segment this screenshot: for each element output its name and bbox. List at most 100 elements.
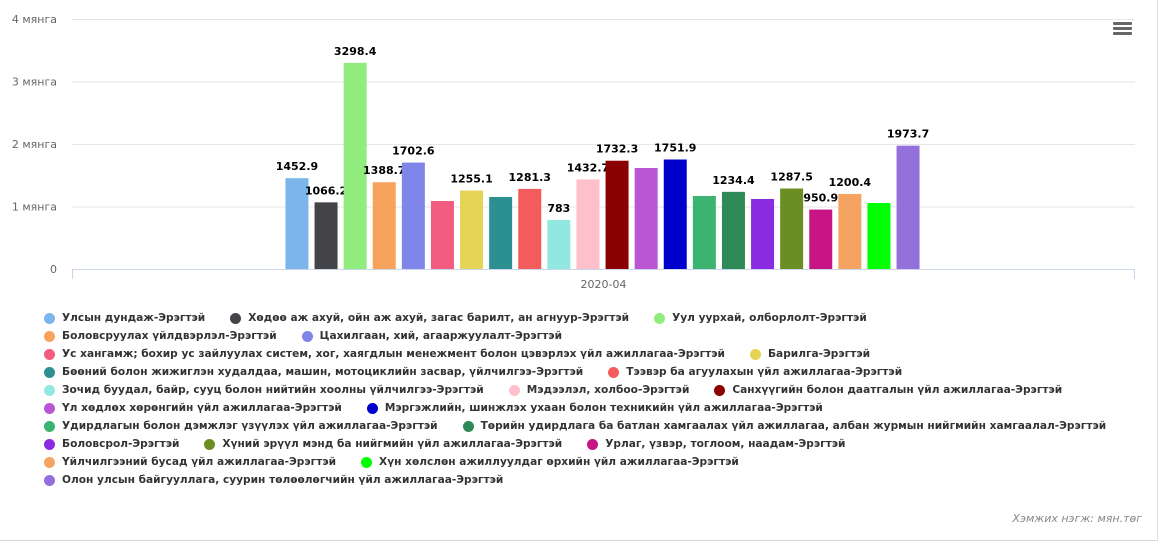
legend-item[interactable]: Боловсруулах үйлдвэрлэл-Эрэгтэй <box>40 330 277 342</box>
data-label: 3298.4 <box>334 45 377 58</box>
bar[interactable] <box>518 188 542 269</box>
legend-label: Санхүүгийн болон даатгалын үйл ажиллагаа… <box>732 384 1063 396</box>
legend-label: Зочид буудал, байр, сууц болон нийтийн х… <box>62 384 484 396</box>
data-label: 950.9 <box>803 192 838 205</box>
bar[interactable] <box>285 178 309 269</box>
legend: Улсын дундаж-Эрэгтэй Хөдөө аж ахуй, ойн а… <box>40 309 1127 489</box>
legend-label: Төрийн удирдлага ба батлан хамгаалах үйл… <box>480 420 1107 432</box>
bar[interactable] <box>372 182 396 269</box>
bar[interactable] <box>605 160 629 269</box>
legend-item[interactable]: Санхүүгийн болон даатгалын үйл ажиллагаа… <box>710 384 1062 396</box>
legend-item[interactable]: Олон улсын байгууллага, суурин төлөөлөгч… <box>40 474 503 486</box>
legend-row: Үйлчилгээний бусад үйл ажиллагаа-Эрэгтэй… <box>40 453 1127 471</box>
legend-marker-icon <box>44 330 55 342</box>
bar[interactable] <box>634 168 658 269</box>
legend-item[interactable]: Мэргэжлийн, шинжлэх ухаан болон техникий… <box>363 402 823 414</box>
legend-marker-icon <box>44 384 55 396</box>
legend-row: Зочид буудал, байр, сууц болон нийтийн х… <box>40 381 1127 399</box>
legend-label: Ус хангамж; бохир ус зайлуулах систем, х… <box>62 348 725 360</box>
bar[interactable] <box>314 202 338 269</box>
legend-marker-icon <box>749 348 761 360</box>
legend-label: Удирдлагын болон дэмжлэг үзүүлэх үйл ажи… <box>62 420 438 432</box>
data-label: 1432.7 <box>567 161 609 174</box>
legend-row: Боловсруулах үйлдвэрлэл-Эрэгтэй Цахилгаан… <box>40 327 1127 345</box>
bar[interactable] <box>809 209 833 269</box>
legend-marker-icon <box>44 312 55 324</box>
legend-marker-icon <box>44 366 55 378</box>
legend-marker-icon <box>44 438 55 450</box>
data-label: 1751.9 <box>654 142 696 155</box>
legend-label: Боловсрол-Эрэгтэй <box>62 438 180 450</box>
bar[interactable] <box>751 199 775 269</box>
legend-marker-icon <box>366 402 378 414</box>
legend-item[interactable]: Уул уурхай, олборлолт-Эрэгтэй <box>650 312 867 324</box>
data-label: 1281.3 <box>509 171 551 184</box>
legend-marker-icon <box>587 438 599 450</box>
legend-item[interactable]: Зочид буудал, байр, сууц болон нийтийн х… <box>40 384 484 396</box>
legend-item[interactable]: Мэдээлэл, холбоо-Эрэгтэй <box>505 384 690 396</box>
y-tick-label: 2 мянга <box>12 138 57 151</box>
legend-item[interactable]: Үл хөдлөх хөрөнгийн үйл ажиллагаа-Эрэгтэ… <box>40 402 342 414</box>
legend-label: Боловсруулах үйлдвэрлэл-Эрэгтэй <box>62 330 277 342</box>
legend-marker-icon <box>44 456 55 468</box>
bar[interactable] <box>867 203 891 269</box>
data-label: 1973.7 <box>887 128 929 141</box>
bar[interactable] <box>401 162 425 269</box>
legend-label: Үйлчилгээний бусад үйл ажиллагаа-Эрэгтэй <box>62 456 337 468</box>
legend-marker-icon <box>44 420 55 432</box>
bar[interactable] <box>896 145 920 269</box>
legend-label: Мэдээлэл, холбоо-Эрэгтэй <box>526 384 690 396</box>
legend-marker-icon <box>608 366 620 378</box>
legend-marker-icon <box>44 348 55 360</box>
bar-chart: 0 1 мянга 2 мянга 3 мянга 4 мянга 2020-04 1452… <box>12 13 1135 291</box>
legend-item[interactable]: Хүн хөлслөн ажиллуулдаг өрхийн үйл ажилл… <box>357 456 739 468</box>
legend-label: Хүн хөлслөн ажиллуулдаг өрхийн үйл ажилл… <box>379 456 739 468</box>
bar[interactable] <box>838 193 862 269</box>
x-tick-label: 2020-04 <box>581 278 627 291</box>
bar[interactable] <box>460 190 484 269</box>
legend-item[interactable]: Боловсрол-Эрэгтэй <box>40 438 179 450</box>
legend-marker-icon <box>301 330 313 342</box>
legend-label: Урлаг, үзвэр, тоглоом, наадам-Эрэгтэй <box>605 438 846 450</box>
bar[interactable] <box>663 159 687 269</box>
legend-marker-icon <box>44 474 55 486</box>
legend-marker-icon <box>462 420 474 432</box>
data-label: 1388.7 <box>363 164 405 177</box>
data-label: 1255.1 <box>450 173 492 186</box>
legend-item[interactable]: Төрийн удирдлага ба батлан хамгаалах үйл… <box>459 420 1107 432</box>
data-label: 1287.5 <box>770 171 812 184</box>
legend-item[interactable]: Урлаг, үзвэр, тоглоом, наадам-Эрэгтэй <box>583 438 845 450</box>
legend-label: Бөөний болон жижиглэн худалдаа, машин, м… <box>62 366 584 378</box>
y-tick-label: 4 мянга <box>12 13 57 26</box>
bar[interactable] <box>343 62 367 269</box>
legend-item[interactable]: Хөдөө аж ахуй, ойн аж ахуй, загас барилт… <box>226 312 629 324</box>
legend-item[interactable]: Үйлчилгээний бусад үйл ажиллагаа-Эрэгтэй <box>40 456 336 468</box>
bar[interactable] <box>721 191 745 269</box>
legend-marker-icon <box>44 402 55 414</box>
data-label: 1066.2 <box>305 184 347 197</box>
data-label: 1200.4 <box>829 176 872 189</box>
legend-marker-icon <box>230 312 242 324</box>
hamburger-menu-icon[interactable] <box>1113 22 1132 39</box>
y-tick-label: 0 <box>50 263 57 276</box>
bar[interactable] <box>780 188 804 269</box>
legend-item[interactable]: Тээвэр ба агуулахын үйл ажиллагаа-Эрэгтэ… <box>604 366 902 378</box>
legend-item[interactable]: Улсын дундаж-Эрэгтэй <box>40 312 205 324</box>
legend-marker-icon <box>204 438 216 450</box>
legend-row: Бөөний болон жижиглэн худалдаа, машин, м… <box>40 363 1127 381</box>
bar[interactable] <box>430 201 454 269</box>
bar[interactable] <box>692 196 716 269</box>
legend-marker-icon <box>361 456 373 468</box>
legend-item[interactable]: Хүний эрүүл мэнд ба нийгмийн үйл ажиллаг… <box>200 438 562 450</box>
bar[interactable] <box>547 220 571 269</box>
bar[interactable] <box>576 179 600 269</box>
legend-item[interactable]: Ус хангамж; бохир ус зайлуулах систем, х… <box>40 348 725 360</box>
legend-item[interactable]: Цахилгаан, хий, агааржуулалт-Эрэгтэй <box>298 330 562 342</box>
legend-item[interactable]: Барилга-Эрэгтэй <box>746 348 870 360</box>
legend-label: Уул уурхай, олборлолт-Эрэгтэй <box>672 312 867 324</box>
legend-item[interactable]: Бөөний болон жижиглэн худалдаа, машин, м… <box>40 366 583 378</box>
legend-label: Барилга-Эрэгтэй <box>767 348 871 360</box>
legend-item[interactable]: Удирдлагын болон дэмжлэг үзүүлэх үйл ажи… <box>40 420 438 432</box>
bar[interactable] <box>489 197 513 269</box>
